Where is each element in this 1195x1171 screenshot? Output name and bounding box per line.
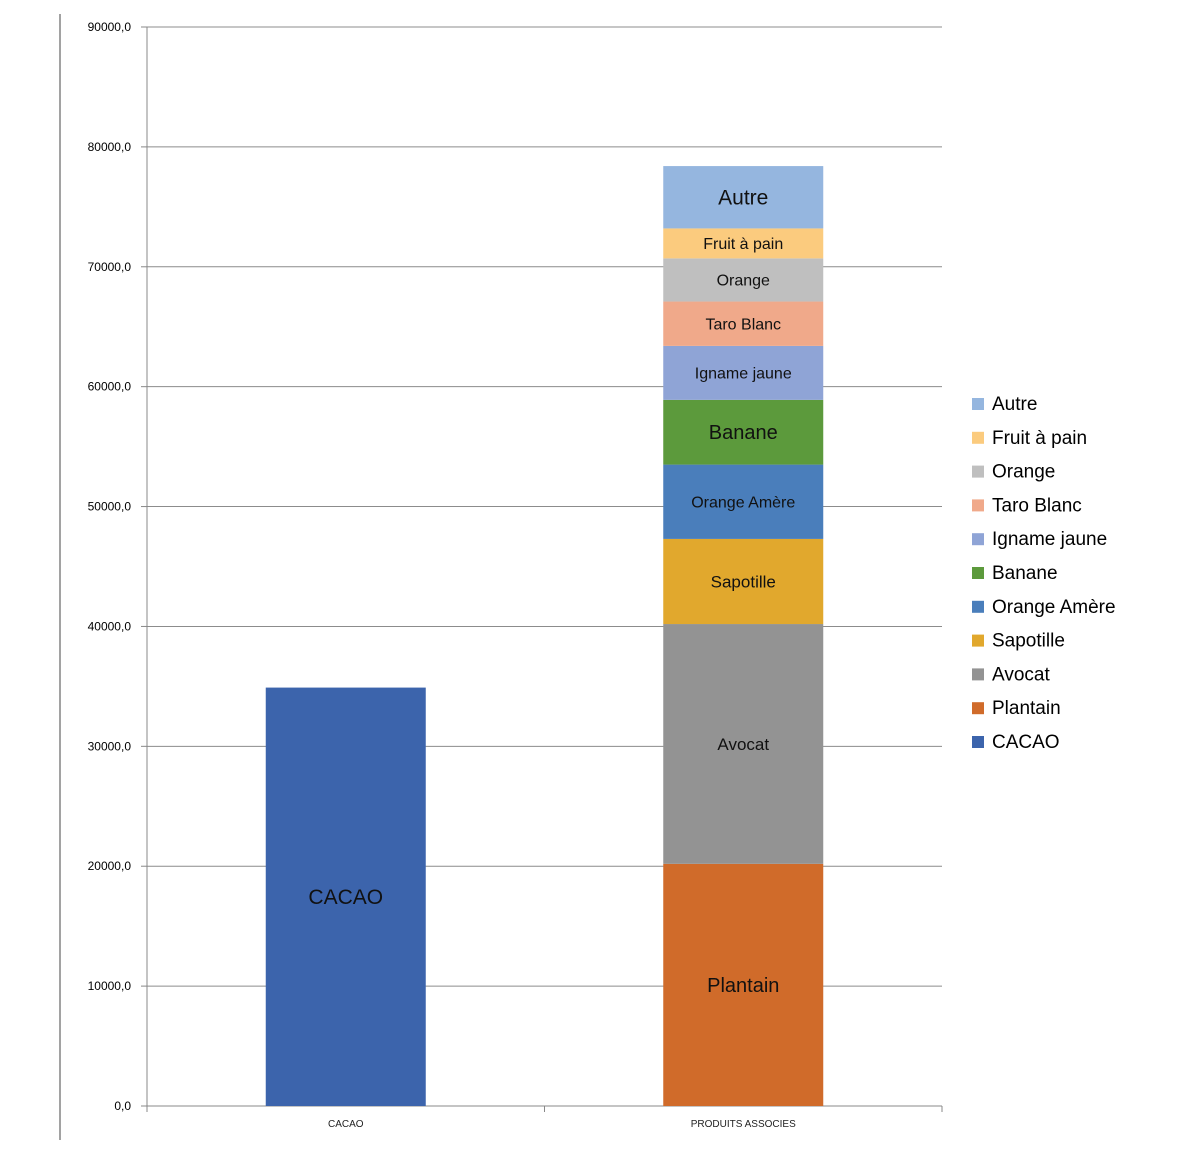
bar-segment: [663, 863, 824, 1106]
bar-segment: [663, 538, 824, 625]
legend-label: Plantain: [992, 698, 1061, 719]
y-tick-label: 60000,0: [88, 380, 132, 394]
legend-swatch: [972, 600, 984, 613]
y-tick-label: 0,0: [114, 1099, 131, 1113]
legend-label: Autre: [992, 394, 1037, 415]
bar-segment: [663, 258, 824, 302]
legend-label: CACAO: [992, 732, 1060, 753]
legend-swatch: [972, 668, 984, 681]
legend: Autre Fruit à pain Orange Taro Blanc Igname …: [972, 394, 1116, 753]
legend-swatch: [972, 499, 984, 512]
bar-data-label: Orange Amère: [691, 494, 795, 511]
x-tick-label: CACAO: [328, 1119, 364, 1130]
bar-segment: [663, 464, 824, 539]
legend-label: Igname jaune: [992, 529, 1107, 550]
bar-data-label: CACAO: [308, 886, 383, 909]
y-tick-label: 40000,0: [88, 619, 132, 633]
legend-swatch: [972, 634, 984, 647]
bar-data-label: Banane: [709, 422, 778, 444]
legend-swatch: [972, 702, 984, 715]
bar-segment: [663, 624, 824, 864]
bar-data-label: Taro Blanc: [705, 316, 781, 333]
bar-data-label: Igname jaune: [695, 365, 792, 382]
bar-segment: [663, 399, 824, 465]
legend-swatch: [972, 533, 984, 546]
bar-segment: [265, 687, 426, 1106]
bar-labels: CACAO Plantain Avocat Sapotille Orange Amère…: [308, 187, 795, 997]
legend-label: Sapotille: [992, 631, 1065, 652]
bar-data-label: Avocat: [717, 735, 769, 754]
y-tick-label: 50000,0: [88, 500, 132, 514]
y-tick-label: 70000,0: [88, 260, 132, 274]
bars: [265, 166, 824, 1106]
y-tick-label: 90000,0: [88, 20, 132, 34]
legend-swatch: [972, 398, 984, 410]
bar-data-label: Autre: [718, 187, 768, 210]
legend-label: Taro Blanc: [992, 495, 1082, 516]
legend-label: Banane: [992, 563, 1058, 584]
x-tick-label: PRODUITS ASSOCIES: [691, 1119, 796, 1130]
bar-segment: [663, 301, 824, 346]
legend-swatch: [972, 736, 984, 748]
legend-swatch: [972, 431, 984, 444]
bar-data-label: Sapotille: [711, 572, 776, 591]
bar-data-label: Plantain: [707, 975, 779, 997]
legend-label: Orange Amère: [992, 597, 1116, 618]
legend-label: Avocat: [992, 664, 1050, 685]
legend-swatch: [972, 567, 984, 579]
y-tick-label: 10000,0: [88, 979, 132, 993]
bar-data-label: Orange: [717, 273, 770, 290]
bar-data-label: Fruit à pain: [703, 236, 783, 253]
y-tick-label: 30000,0: [88, 739, 132, 753]
legend-swatch: [972, 465, 984, 478]
bar-segment: [663, 228, 824, 259]
y-tick-label: 20000,0: [88, 859, 132, 873]
bar-segment: [663, 166, 824, 229]
legend-label: Orange: [992, 462, 1055, 483]
legend-label: Fruit à pain: [992, 428, 1087, 449]
y-tick-label: 80000,0: [88, 140, 132, 154]
bar-segment: [663, 345, 824, 400]
